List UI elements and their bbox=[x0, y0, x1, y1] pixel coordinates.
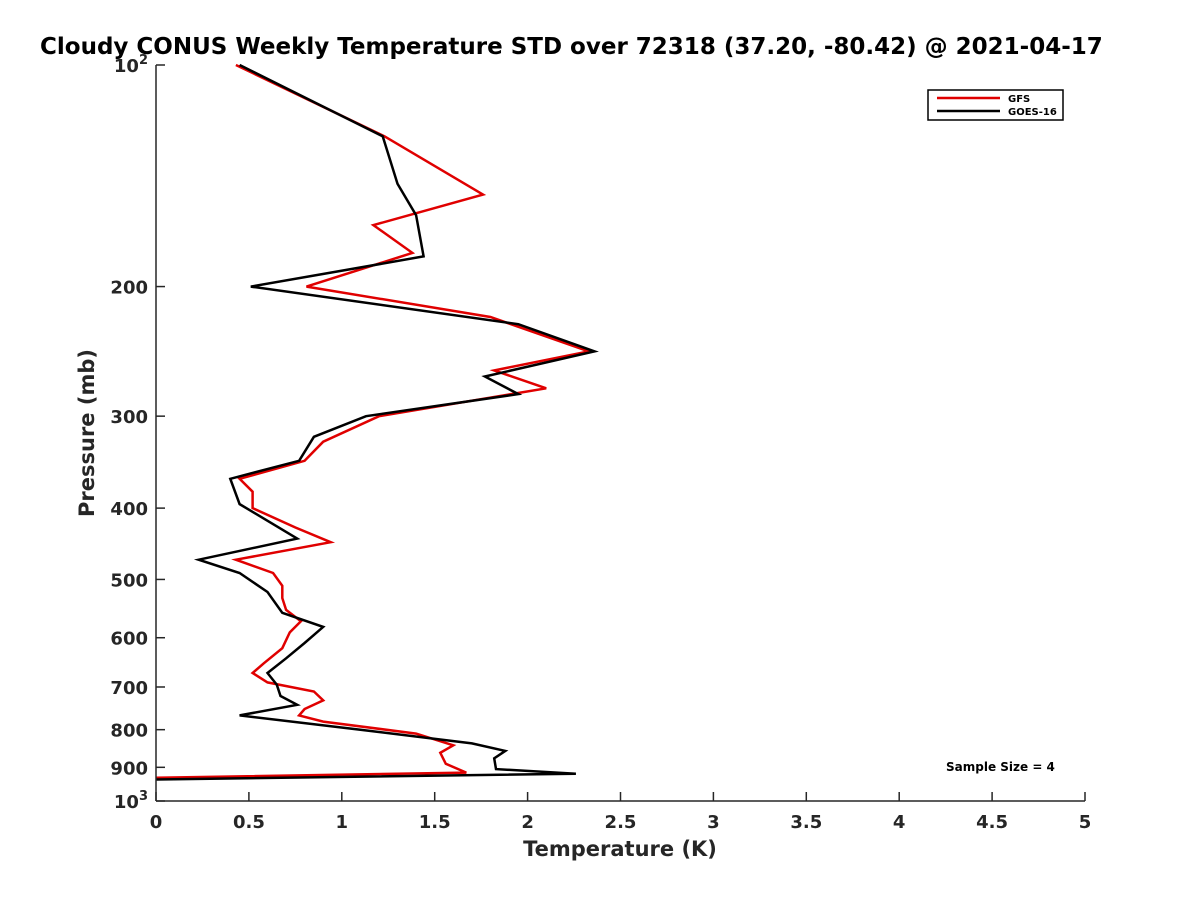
legend-label-goes16: GOES-16 bbox=[1008, 107, 1057, 118]
x-tick-label: 4 bbox=[893, 812, 906, 833]
x-tick-label: 2 bbox=[521, 812, 534, 833]
y-tick-label: 800 bbox=[110, 721, 148, 742]
x-tick-label: 1 bbox=[336, 812, 349, 833]
legend-box bbox=[927, 89, 1064, 121]
y-axis-label: Pressure (mb) bbox=[75, 349, 99, 517]
y-tick-label: 300 bbox=[110, 407, 148, 428]
x-tick-label: 2.5 bbox=[605, 812, 637, 833]
series-line-goes16 bbox=[155, 63, 599, 781]
y-tick-label: 400 bbox=[110, 499, 148, 520]
y-tick-label: 500 bbox=[110, 570, 148, 591]
x-tick-label: 0.5 bbox=[233, 812, 265, 833]
sample-size-annotation: Sample Size = 4 bbox=[946, 760, 1055, 774]
legend: GFS GOES-16 bbox=[927, 89, 1064, 121]
x-tick-label: 5 bbox=[1079, 812, 1092, 833]
series-line-gfs bbox=[155, 63, 594, 780]
x-axis-label: Temperature (K) bbox=[523, 837, 717, 861]
chart-title: Cloudy CONUS Weekly Temperature STD over… bbox=[40, 34, 1103, 60]
x-tick-label: 0 bbox=[150, 812, 163, 833]
x-tick-label: 4.5 bbox=[976, 812, 1008, 833]
y-tick-label: 900 bbox=[110, 758, 148, 779]
x-tick-label: 1.5 bbox=[419, 812, 451, 833]
y-tick-label: 600 bbox=[110, 629, 148, 650]
plot-area bbox=[155, 63, 599, 781]
x-ticks: 0 0.5 1 1.5 2 2.5 3 3.5 4 4.5 5 bbox=[150, 792, 1092, 833]
x-tick-label: 3 bbox=[707, 812, 720, 833]
y-ticks: 102 200 300 400 500 600 700 800 900 103 bbox=[110, 53, 165, 813]
axes bbox=[155, 65, 1085, 802]
y-tick-label: 200 bbox=[110, 278, 148, 299]
x-tick-label: 3.5 bbox=[790, 812, 822, 833]
y-tick-label: 700 bbox=[110, 678, 148, 699]
legend-label-gfs: GFS bbox=[1008, 94, 1030, 105]
y-tick-label: 103 bbox=[114, 789, 148, 813]
y-tick-label: 102 bbox=[114, 53, 148, 77]
